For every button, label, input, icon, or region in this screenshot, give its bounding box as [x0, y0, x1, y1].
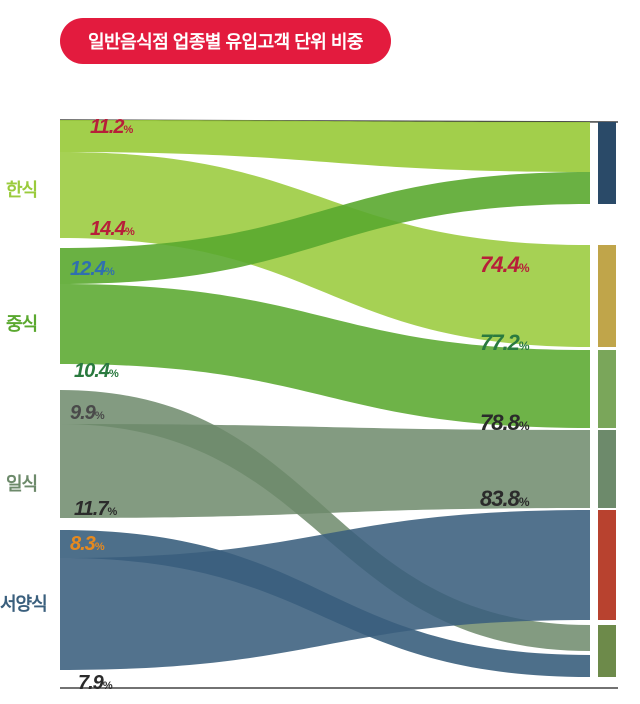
- flow-left-pct: 11.7%: [74, 498, 116, 521]
- left-category-label: 서양식: [0, 590, 47, 616]
- flow-right-pct: 83.8%: [480, 486, 529, 512]
- flow-right-pct: 74.4%: [480, 252, 529, 278]
- sankey-chart: [0, 0, 640, 704]
- left-category-label: 한식: [6, 176, 37, 202]
- flow-left-pct: 10.4%: [74, 360, 118, 383]
- flow-left-pct: 12.4%: [70, 258, 114, 281]
- left-category-label: 중식: [6, 310, 37, 336]
- flow-right-pct: 78.8%: [480, 410, 529, 436]
- flow-left-pct: 9.9%: [70, 402, 104, 425]
- flow-right-pct: 77.2%: [480, 330, 529, 356]
- flow-left-pct: 11.2%: [90, 116, 132, 139]
- flow-left-pct: 7.9%: [78, 672, 112, 695]
- flow-left-pct: 14.4%: [90, 218, 134, 241]
- left-category-label: 일식: [6, 470, 37, 496]
- flow-left-pct: 8.3%: [70, 533, 104, 556]
